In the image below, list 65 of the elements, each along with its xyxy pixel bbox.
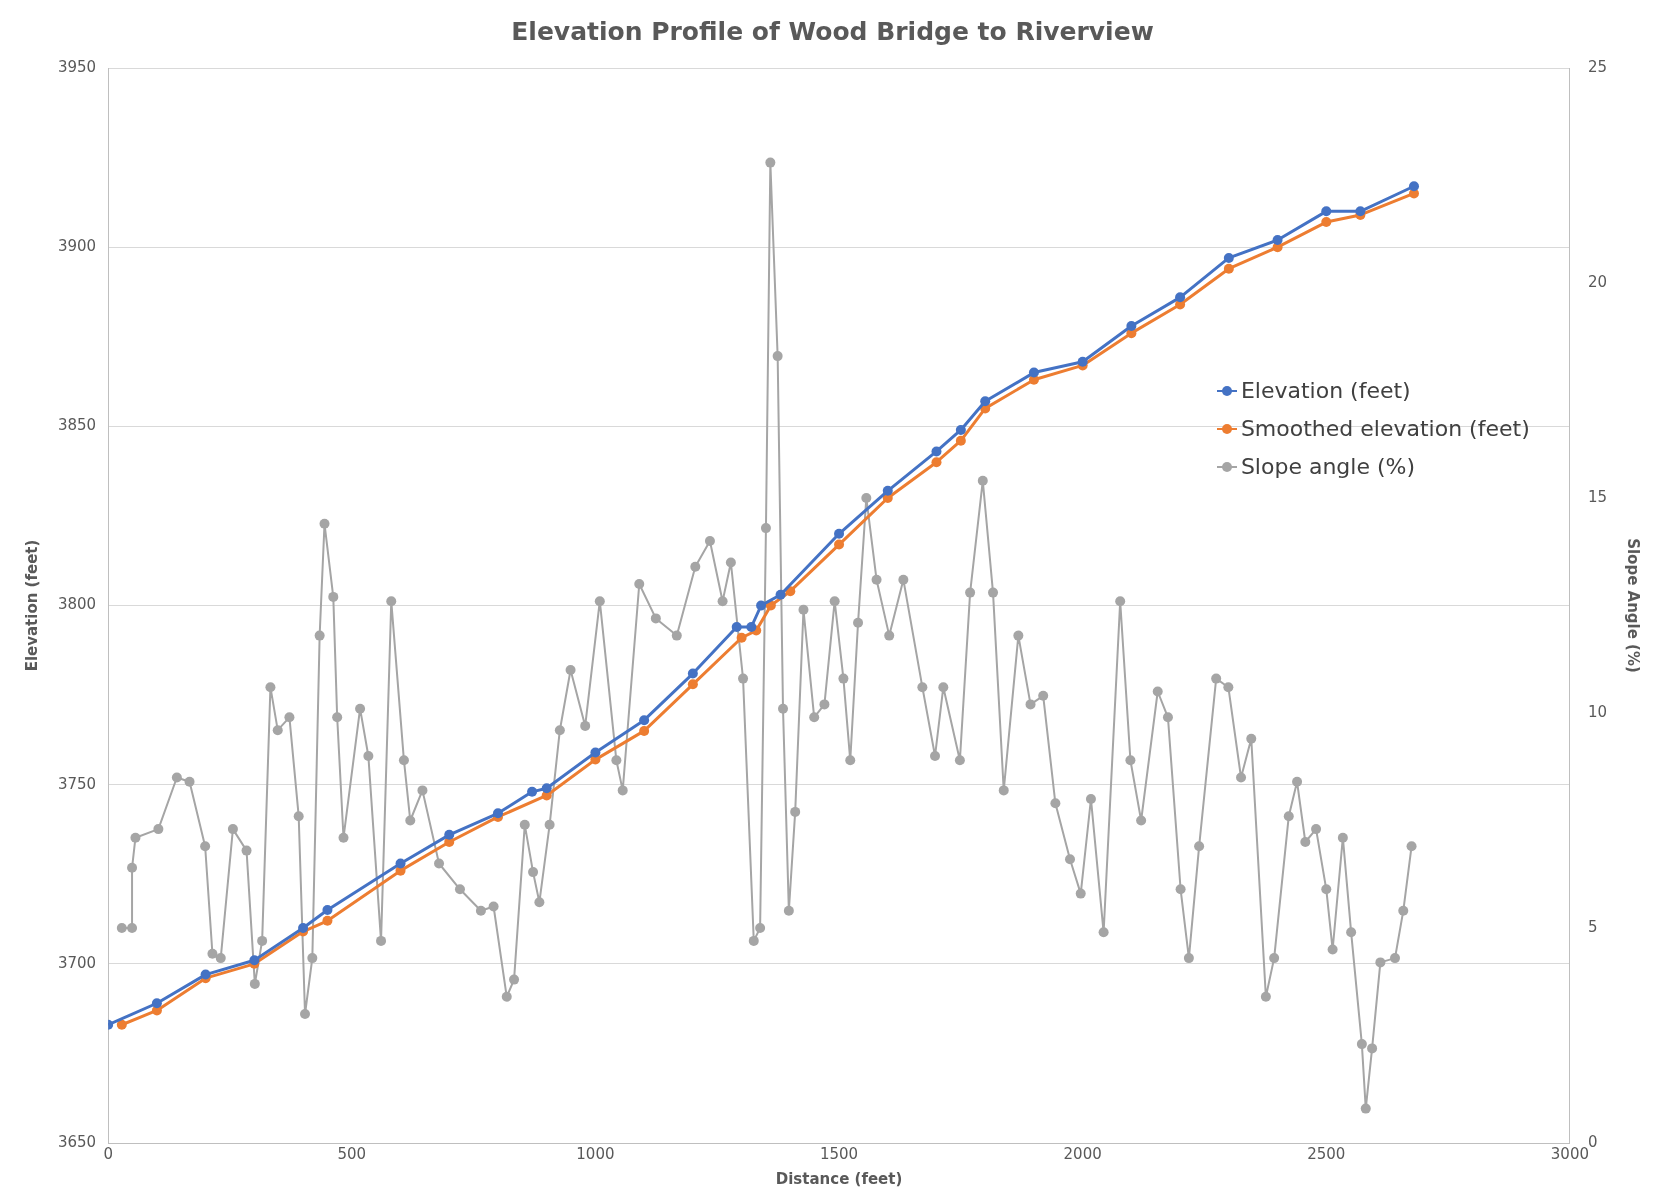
point (775, 589, 786, 600)
point (1175, 292, 1186, 303)
point (687, 679, 698, 690)
x-tick-label: 500 (337, 1144, 367, 1163)
legend-label: Elevation (feet) (1240, 376, 1411, 405)
x-axis-title: Distance (feet) (775, 1169, 903, 1188)
point (756, 600, 767, 611)
y-tick-label: 3750 (57, 774, 97, 793)
point (200, 969, 211, 980)
point (639, 725, 650, 736)
point (1077, 356, 1088, 367)
y2-tick-label: 25 (1587, 57, 1608, 76)
y-tick-label: 3950 (57, 57, 97, 76)
point (541, 783, 552, 794)
point (298, 923, 309, 933)
point (639, 715, 650, 726)
point (151, 998, 162, 1009)
point (834, 539, 845, 550)
y2-tick-label: 5 (1587, 917, 1598, 936)
point (1223, 252, 1234, 263)
y2-tick-label: 15 (1587, 487, 1608, 506)
y2-tick-label: 10 (1587, 702, 1608, 721)
point (1223, 263, 1234, 274)
x-tick-label: 2500 (1307, 1144, 1346, 1163)
x-tick-label: 3000 (1550, 1144, 1590, 1163)
y-tick-label: 3900 (57, 237, 97, 256)
point (731, 622, 742, 632)
point (834, 528, 845, 539)
x-tick-label: 1000 (576, 1144, 615, 1163)
y-tick-label: 3850 (57, 416, 97, 435)
point (1126, 321, 1137, 331)
point (931, 446, 942, 457)
x-tick-label: 1500 (819, 1144, 859, 1163)
legend-label: Slope angle (%) (1240, 452, 1416, 481)
point (116, 1019, 127, 1030)
point (882, 485, 893, 496)
point (980, 396, 991, 407)
y2-axis-title: Slope Angle (%) (1624, 538, 1643, 673)
point (322, 905, 333, 916)
chart-title: Elevation Profile of Wood Bridge to Riverview (511, 16, 1154, 46)
point (1028, 367, 1039, 378)
point (1408, 181, 1419, 192)
legend-label: Smoothed elevation (feet) (1240, 414, 1530, 443)
x-tick-label: 2000 (1063, 1144, 1102, 1163)
point (322, 915, 333, 926)
point (955, 424, 966, 435)
x-tick-label: 0 (103, 1144, 113, 1163)
y2-tick-label: 0 (1587, 1132, 1598, 1151)
y2-tick-label: 20 (1587, 272, 1608, 291)
y-axis-title: Elevation (feet) (22, 539, 41, 672)
point (746, 622, 757, 632)
y-tick-label: 3650 (57, 1132, 97, 1151)
point (736, 632, 747, 643)
y-tick-label: 3800 (57, 595, 97, 614)
point (687, 668, 698, 679)
point (590, 747, 601, 758)
point (444, 829, 455, 840)
point (931, 457, 942, 468)
point (527, 786, 538, 797)
y-tick-label: 3700 (57, 953, 97, 972)
point (395, 858, 406, 869)
point (1321, 206, 1332, 217)
point (1321, 217, 1332, 228)
point (1272, 235, 1283, 245)
point (955, 435, 966, 446)
